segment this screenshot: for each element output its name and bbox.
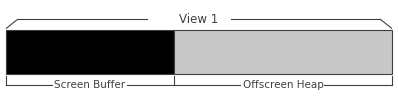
Text: Offscreen Heap: Offscreen Heap (242, 80, 324, 90)
Text: Screen Buffer: Screen Buffer (55, 80, 125, 90)
Bar (174, 30, 392, 74)
Bar (6, 30, 174, 74)
Text: View 1: View 1 (179, 13, 219, 26)
